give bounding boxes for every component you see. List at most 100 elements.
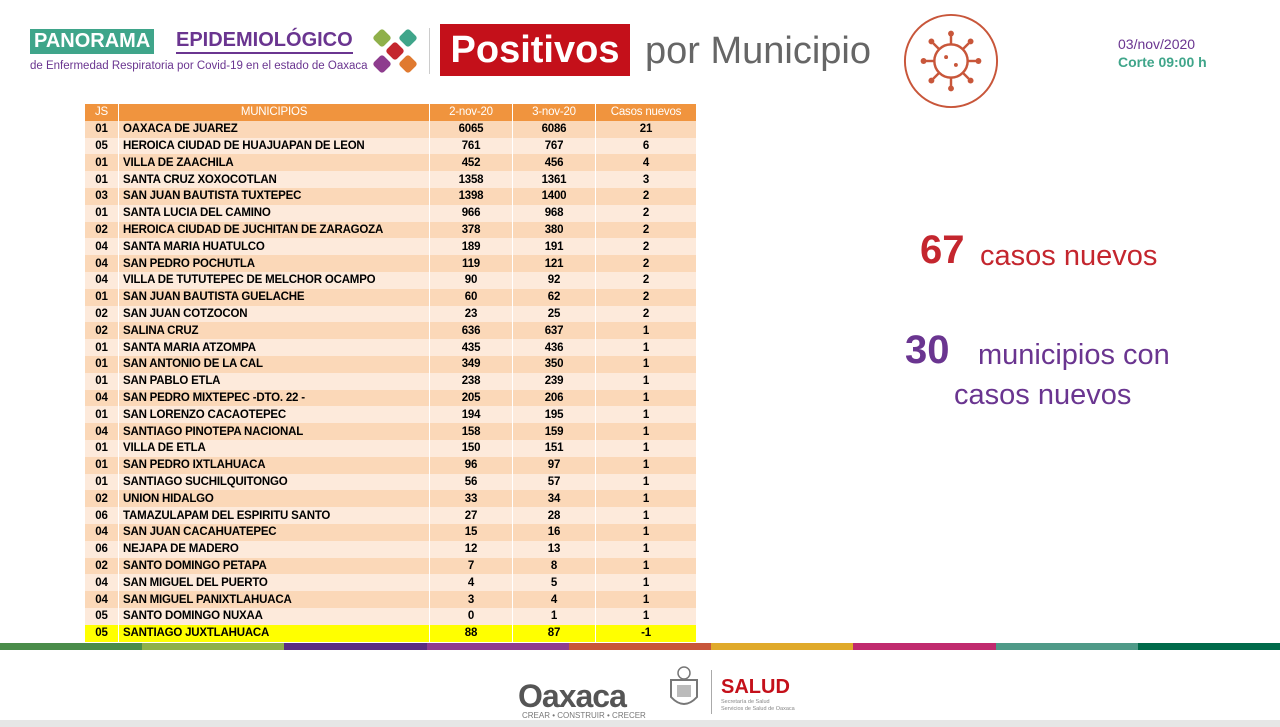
header-divider — [429, 28, 430, 74]
nov2-cell: 23 — [429, 305, 513, 323]
nov2-cell: 194 — [429, 406, 513, 424]
table-row: 05 SANTO DOMINGO NUXAA 0 1 1 — [85, 607, 697, 625]
new-cases-cell: 1 — [595, 339, 697, 356]
nov2-cell: 6065 — [429, 120, 513, 138]
table-row: 01 VILLA DE ETLA 150 151 1 — [85, 439, 697, 457]
table-row: 04 SANTA MARIA HUATULCO 189 191 2 — [85, 238, 697, 256]
new-cases-cell: 2 — [595, 305, 697, 323]
nov2-cell: 1358 — [429, 171, 513, 188]
stripe-segment — [711, 643, 854, 650]
new-cases-cell: 6 — [595, 137, 697, 155]
municipio-cell: SANTO DOMINGO PETAPA — [118, 557, 430, 575]
new-cases-cell: 2 — [595, 221, 697, 239]
nov2-cell: 7 — [429, 557, 513, 575]
new-cases-cell: 1 — [595, 591, 697, 608]
table-row: 01 SAN JUAN BAUTISTA GUELACHE 60 62 2 — [85, 288, 697, 306]
nov2-cell: 150 — [429, 439, 513, 457]
salud-sub-2: Servicios de Salud de Oaxaca — [721, 706, 795, 712]
table-row: 02 HEROICA CIUDAD DE JUCHITAN DE ZARAGOZA… — [85, 221, 697, 239]
municipio-cell: VILLA DE ETLA — [118, 439, 430, 457]
municipio-cell: SANTIAGO JUXTLAHUACA — [118, 624, 430, 642]
new-cases-cell: 2 — [595, 271, 697, 289]
table-row: 04 SANTIAGO PINOTEPA NACIONAL 158 159 1 — [85, 423, 697, 440]
nov2-cell: 90 — [429, 271, 513, 289]
municipio-cell: SALINA CRUZ — [118, 322, 430, 340]
nov2-cell: 966 — [429, 204, 513, 222]
js-cell: 04 — [85, 238, 119, 256]
municipio-cell: SANTA LUCIA DEL CAMINO — [118, 204, 430, 222]
table-header-row: JS MUNICIPIOS 2-nov-20 3-nov-20 Casos nu… — [85, 104, 697, 121]
positivos-title: Positivos — [440, 24, 630, 76]
nov3-cell: 637 — [512, 322, 596, 340]
municipio-cell: SAN JUAN BAUTISTA GUELACHE — [118, 288, 430, 306]
nov3-cell: 191 — [512, 238, 596, 256]
js-cell: 01 — [85, 439, 119, 457]
new-cases-cell: -1 — [595, 624, 697, 642]
color-stripe — [0, 643, 1280, 650]
municipio-cell: SAN MIGUEL PANIXTLAHUACA — [118, 591, 430, 608]
virus-icon — [903, 13, 999, 109]
nov2-cell: 4 — [429, 574, 513, 592]
new-cases-cell: 1 — [595, 523, 697, 541]
panorama-logo-icon — [373, 29, 417, 73]
js-cell: 01 — [85, 288, 119, 306]
nov3-cell: 34 — [512, 490, 596, 508]
new-cases-cell: 1 — [595, 423, 697, 440]
municipio-cell: SAN ANTONIO DE LA CAL — [118, 355, 430, 373]
js-cell: 02 — [85, 221, 119, 239]
table-row: 06 TAMAZULAPAM DEL ESPIRITU SANTO 27 28 1 — [85, 507, 697, 524]
js-cell: 05 — [85, 607, 119, 625]
nov2-cell: 56 — [429, 473, 513, 491]
municipio-cell: SANTA MARIA ATZOMPA — [118, 339, 430, 356]
municipio-cell: SAN PEDRO MIXTEPEC -DTO. 22 - — [118, 389, 430, 407]
salud-logo: SALUD — [721, 676, 790, 698]
table-row: 01 SAN ANTONIO DE LA CAL 349 350 1 — [85, 355, 697, 373]
js-cell: 02 — [85, 557, 119, 575]
nov3-cell: 97 — [512, 456, 596, 474]
table-row: 01 VILLA DE ZAACHILA 452 456 4 — [85, 154, 697, 172]
nov3-cell: 62 — [512, 288, 596, 306]
por-municipio-title: por Municipio — [645, 30, 871, 72]
js-cell: 01 — [85, 120, 119, 138]
table-row: 04 VILLA DE TUTUTEPEC DE MELCHOR OCAMPO 90… — [85, 271, 697, 289]
nov3-cell: 57 — [512, 473, 596, 491]
nov2-cell: 96 — [429, 456, 513, 474]
municipio-cell: SANTA MARIA HUATULCO — [118, 238, 430, 256]
nov2-cell: 452 — [429, 154, 513, 172]
new-cases-cell: 1 — [595, 607, 697, 625]
table-row: 04 SAN PEDRO MIXTEPEC -DTO. 22 -205 206 1 — [85, 389, 697, 407]
nov2-cell: 158 — [429, 423, 513, 440]
table-row: 01 SANTA LUCIA DEL CAMINO 966 968 2 — [85, 204, 697, 222]
nov3-cell: 206 — [512, 389, 596, 407]
stripe-segment — [1137, 643, 1280, 650]
municipio-cell: SAN JUAN BAUTISTA TUXTEPEC — [118, 187, 430, 205]
col-3nov: 3-nov-20 — [512, 104, 596, 121]
nov3-cell: 968 — [512, 204, 596, 222]
new-cases-label: casos nuevos — [980, 240, 1158, 272]
nov2-cell: 0 — [429, 607, 513, 625]
table-row: 01 SAN PABLO ETLA 238 239 1 — [85, 372, 697, 390]
table-row: 04 SAN JUAN CACAHUATEPEC 15 16 1 — [85, 523, 697, 541]
table-row: 05 HEROICA CIUDAD DE HUAJUAPAN DE LEON 761… — [85, 137, 697, 155]
nov2-cell: 3 — [429, 591, 513, 608]
table-row: 02 SANTO DOMINGO PETAPA 7 8 1 — [85, 557, 697, 575]
municipio-cell: SANTO DOMINGO NUXAA — [118, 607, 430, 625]
nov2-cell: 205 — [429, 389, 513, 407]
nov3-cell: 436 — [512, 339, 596, 356]
new-cases-cell: 2 — [595, 187, 697, 205]
nov3-cell: 16 — [512, 523, 596, 541]
js-cell: 01 — [85, 171, 119, 188]
js-cell: 04 — [85, 574, 119, 592]
js-cell: 02 — [85, 490, 119, 508]
nov3-cell: 456 — [512, 154, 596, 172]
panorama-label: PANORAMA — [30, 29, 155, 54]
municipio-cell: SANTIAGO PINOTEPA NACIONAL — [118, 423, 430, 440]
state-seal-icon — [670, 666, 698, 705]
table-row: 01 SAN PEDRO IXTLAHUACA 96 97 1 — [85, 456, 697, 474]
stripe-segment — [284, 643, 427, 650]
table-row: 01 SAN LORENZO CACAOTEPEC 194 195 1 — [85, 406, 697, 424]
table-row: 03 SAN JUAN BAUTISTA TUXTEPEC 1398 1400 2 — [85, 187, 697, 205]
epidemiologico-label: EPIDEMIOLÓGICO — [176, 29, 353, 54]
municipio-cell: NEJAPA DE MADERO — [118, 540, 430, 558]
js-cell: 01 — [85, 204, 119, 222]
